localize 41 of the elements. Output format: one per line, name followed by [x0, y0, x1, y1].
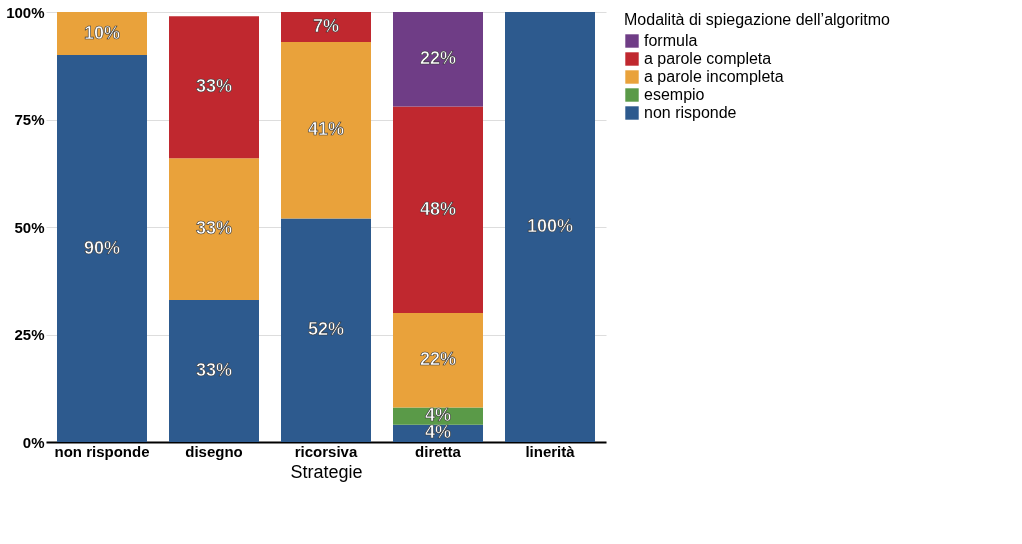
bar	[281, 218, 371, 442]
y-tick-label: 75%	[14, 111, 45, 128]
bar	[393, 106, 483, 313]
data-label: 10%	[83, 22, 121, 43]
data-label: 48%	[419, 198, 457, 219]
legend-label: non risponde	[644, 104, 737, 121]
x-tick-label: ricorsiva	[294, 442, 358, 460]
data-label: 33%	[195, 218, 233, 239]
y-tick-label: 0%	[22, 433, 45, 451]
legend-label: a parole incompleta	[644, 68, 784, 85]
x-tick-label: linerità	[525, 442, 576, 460]
bar	[281, 12, 371, 43]
x-tick-label: non risponde	[54, 442, 150, 460]
y-tick-label: 100%	[6, 3, 45, 21]
data-label: 41%	[307, 119, 345, 140]
bar	[57, 55, 147, 442]
bar	[57, 12, 147, 55]
data-label: 90%	[83, 237, 121, 258]
data-label: 7%	[312, 16, 340, 37]
data-label: 22%	[419, 48, 457, 69]
data-label: 22%	[419, 349, 457, 370]
data-label: 100%	[526, 216, 574, 236]
bar	[393, 313, 483, 408]
y-tick-label: 25%	[14, 326, 45, 343]
bar	[169, 16, 259, 159]
legend-label: a parole completa	[644, 50, 772, 67]
bar	[393, 12, 483, 107]
y-tick-label: 50%	[14, 218, 45, 236]
bar	[281, 42, 371, 219]
legend-label: formula	[644, 32, 698, 49]
x-tick-label: diretta	[415, 442, 462, 460]
bar	[169, 300, 259, 442]
data-label: 33%	[195, 76, 233, 97]
legend-label: esempio	[644, 86, 705, 103]
bar	[169, 158, 259, 301]
bar	[505, 12, 595, 442]
data-label: 52%	[307, 319, 345, 340]
x-tick-label: disegno	[185, 442, 243, 460]
data-label: 33%	[195, 360, 233, 381]
legend-title: Modalità di spiegazione dell’algoritmo	[624, 11, 891, 28]
x-axis-title: Strategie	[290, 461, 363, 482]
